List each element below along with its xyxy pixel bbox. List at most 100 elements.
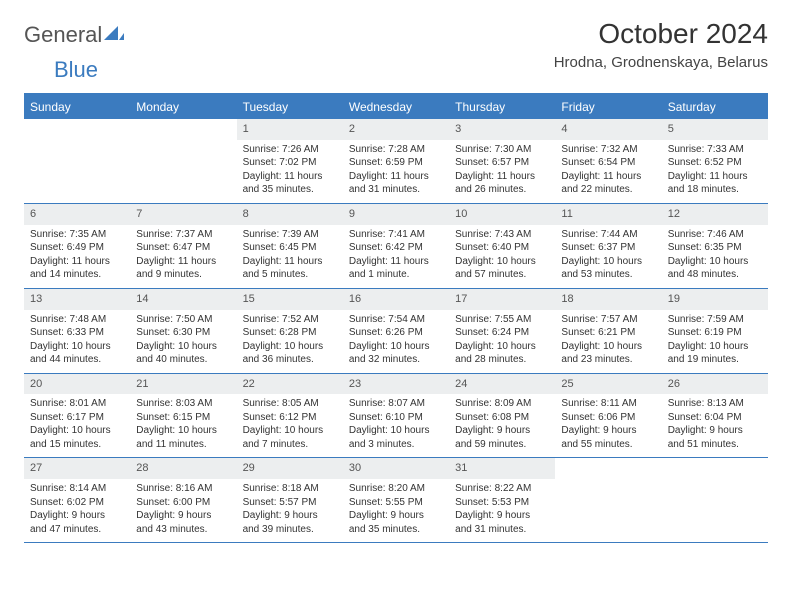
day-number: 3 — [449, 119, 555, 140]
sunset-line: Sunset: 6:35 PM — [668, 241, 762, 255]
sunset-line: Sunset: 5:57 PM — [243, 496, 337, 510]
day-details: Sunrise: 7:44 AMSunset: 6:37 PMDaylight:… — [555, 225, 661, 288]
day-number: 21 — [130, 374, 236, 395]
day-number: 22 — [237, 374, 343, 395]
daylight-line: Daylight: 9 hours and 31 minutes. — [455, 509, 549, 536]
sunrise-line: Sunrise: 7:52 AM — [243, 313, 337, 327]
day-details: Sunrise: 8:13 AMSunset: 6:04 PMDaylight:… — [662, 394, 768, 457]
day-number: 12 — [662, 204, 768, 225]
daylight-line: Daylight: 10 hours and 15 minutes. — [30, 424, 124, 451]
calendar-cell — [662, 458, 768, 542]
daylight-line: Daylight: 9 hours and 39 minutes. — [243, 509, 337, 536]
calendar-cell: 1Sunrise: 7:26 AMSunset: 7:02 PMDaylight… — [237, 119, 343, 203]
daylight-line: Daylight: 10 hours and 7 minutes. — [243, 424, 337, 451]
calendar-week: 1Sunrise: 7:26 AMSunset: 7:02 PMDaylight… — [24, 119, 768, 204]
day-header: Thursday — [449, 95, 555, 119]
calendar-cell: 6Sunrise: 7:35 AMSunset: 6:49 PMDaylight… — [24, 204, 130, 288]
day-number: 23 — [343, 374, 449, 395]
day-number: 18 — [555, 289, 661, 310]
sunrise-line: Sunrise: 7:30 AM — [455, 143, 549, 157]
day-number: 10 — [449, 204, 555, 225]
logo: General — [24, 22, 124, 48]
day-details: Sunrise: 7:33 AMSunset: 6:52 PMDaylight:… — [662, 140, 768, 203]
sunrise-line: Sunrise: 7:41 AM — [349, 228, 443, 242]
sunset-line: Sunset: 6:33 PM — [30, 326, 124, 340]
logo-sail-icon — [104, 22, 124, 48]
sunset-line: Sunset: 6:59 PM — [349, 156, 443, 170]
calendar-cell: 8Sunrise: 7:39 AMSunset: 6:45 PMDaylight… — [237, 204, 343, 288]
daylight-line: Daylight: 10 hours and 57 minutes. — [455, 255, 549, 282]
calendar-cell — [130, 119, 236, 203]
day-number: 11 — [555, 204, 661, 225]
day-details: Sunrise: 7:39 AMSunset: 6:45 PMDaylight:… — [237, 225, 343, 288]
day-number: 14 — [130, 289, 236, 310]
sunset-line: Sunset: 6:15 PM — [136, 411, 230, 425]
sunrise-line: Sunrise: 8:22 AM — [455, 482, 549, 496]
day-details: Sunrise: 7:54 AMSunset: 6:26 PMDaylight:… — [343, 310, 449, 373]
daylight-line: Daylight: 9 hours and 59 minutes. — [455, 424, 549, 451]
sunset-line: Sunset: 5:55 PM — [349, 496, 443, 510]
sunrise-line: Sunrise: 8:11 AM — [561, 397, 655, 411]
calendar-cell: 24Sunrise: 8:09 AMSunset: 6:08 PMDayligh… — [449, 374, 555, 458]
daylight-line: Daylight: 10 hours and 32 minutes. — [349, 340, 443, 367]
day-header: Tuesday — [237, 95, 343, 119]
day-details: Sunrise: 8:03 AMSunset: 6:15 PMDaylight:… — [130, 394, 236, 457]
day-details: Sunrise: 8:18 AMSunset: 5:57 PMDaylight:… — [237, 479, 343, 542]
day-number: 19 — [662, 289, 768, 310]
sunrise-line: Sunrise: 7:54 AM — [349, 313, 443, 327]
sunrise-line: Sunrise: 7:55 AM — [455, 313, 549, 327]
day-details: Sunrise: 8:20 AMSunset: 5:55 PMDaylight:… — [343, 479, 449, 542]
day-number: 5 — [662, 119, 768, 140]
day-number: 30 — [343, 458, 449, 479]
location: Hrodna, Grodnenskaya, Belarus — [554, 54, 768, 71]
day-details: Sunrise: 7:50 AMSunset: 6:30 PMDaylight:… — [130, 310, 236, 373]
calendar-week: 13Sunrise: 7:48 AMSunset: 6:33 PMDayligh… — [24, 289, 768, 374]
day-details-empty — [662, 458, 768, 516]
sunrise-line: Sunrise: 7:46 AM — [668, 228, 762, 242]
sunset-line: Sunset: 6:12 PM — [243, 411, 337, 425]
daylight-line: Daylight: 11 hours and 14 minutes. — [30, 255, 124, 282]
sunrise-line: Sunrise: 7:50 AM — [136, 313, 230, 327]
calendar-cell: 12Sunrise: 7:46 AMSunset: 6:35 PMDayligh… — [662, 204, 768, 288]
sunset-line: Sunset: 6:19 PM — [668, 326, 762, 340]
sunset-line: Sunset: 5:53 PM — [455, 496, 549, 510]
day-number: 6 — [24, 204, 130, 225]
day-details: Sunrise: 7:28 AMSunset: 6:59 PMDaylight:… — [343, 140, 449, 203]
sunset-line: Sunset: 6:10 PM — [349, 411, 443, 425]
calendar-cell: 22Sunrise: 8:05 AMSunset: 6:12 PMDayligh… — [237, 374, 343, 458]
day-number: 25 — [555, 374, 661, 395]
day-details: Sunrise: 8:05 AMSunset: 6:12 PMDaylight:… — [237, 394, 343, 457]
logo-text-1: General — [24, 22, 102, 48]
daylight-line: Daylight: 10 hours and 19 minutes. — [668, 340, 762, 367]
daylight-line: Daylight: 10 hours and 53 minutes. — [561, 255, 655, 282]
day-details: Sunrise: 7:32 AMSunset: 6:54 PMDaylight:… — [555, 140, 661, 203]
day-details: Sunrise: 7:57 AMSunset: 6:21 PMDaylight:… — [555, 310, 661, 373]
daylight-line: Daylight: 11 hours and 1 minute. — [349, 255, 443, 282]
sunset-line: Sunset: 6:45 PM — [243, 241, 337, 255]
daylight-line: Daylight: 11 hours and 31 minutes. — [349, 170, 443, 197]
day-header: Wednesday — [343, 95, 449, 119]
day-details: Sunrise: 8:16 AMSunset: 6:00 PMDaylight:… — [130, 479, 236, 542]
day-details: Sunrise: 8:14 AMSunset: 6:02 PMDaylight:… — [24, 479, 130, 542]
sunrise-line: Sunrise: 7:37 AM — [136, 228, 230, 242]
calendar-cell: 17Sunrise: 7:55 AMSunset: 6:24 PMDayligh… — [449, 289, 555, 373]
day-details: Sunrise: 8:01 AMSunset: 6:17 PMDaylight:… — [24, 394, 130, 457]
sunrise-line: Sunrise: 7:26 AM — [243, 143, 337, 157]
day-details: Sunrise: 7:26 AMSunset: 7:02 PMDaylight:… — [237, 140, 343, 203]
day-number: 8 — [237, 204, 343, 225]
calendar-cell: 9Sunrise: 7:41 AMSunset: 6:42 PMDaylight… — [343, 204, 449, 288]
daylight-line: Daylight: 9 hours and 35 minutes. — [349, 509, 443, 536]
sunset-line: Sunset: 6:00 PM — [136, 496, 230, 510]
calendar-cell: 21Sunrise: 8:03 AMSunset: 6:15 PMDayligh… — [130, 374, 236, 458]
daylight-line: Daylight: 10 hours and 11 minutes. — [136, 424, 230, 451]
day-details: Sunrise: 8:07 AMSunset: 6:10 PMDaylight:… — [343, 394, 449, 457]
day-header: Monday — [130, 95, 236, 119]
sunset-line: Sunset: 6:21 PM — [561, 326, 655, 340]
daylight-line: Daylight: 11 hours and 9 minutes. — [136, 255, 230, 282]
sunset-line: Sunset: 6:37 PM — [561, 241, 655, 255]
sunset-line: Sunset: 6:40 PM — [455, 241, 549, 255]
sunrise-line: Sunrise: 8:20 AM — [349, 482, 443, 496]
sunset-line: Sunset: 6:26 PM — [349, 326, 443, 340]
sunrise-line: Sunrise: 8:13 AM — [668, 397, 762, 411]
day-details-empty — [24, 119, 130, 177]
